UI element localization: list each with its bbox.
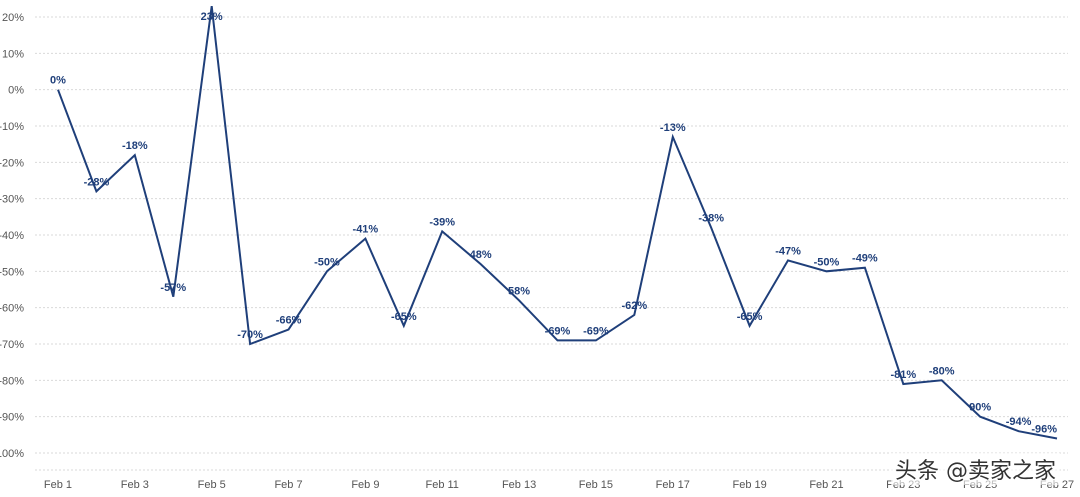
data-label: -66% bbox=[276, 314, 302, 326]
y-tick-label: 10% bbox=[2, 48, 24, 60]
data-label: 90% bbox=[969, 402, 991, 414]
x-tick-label: Feb 5 bbox=[198, 479, 226, 491]
data-label: -50% bbox=[814, 256, 840, 268]
x-tick-label: Feb 15 bbox=[579, 479, 613, 491]
data-label: -38% bbox=[698, 213, 724, 225]
data-label: -94% bbox=[1006, 416, 1032, 428]
y-tick-label: -10% bbox=[0, 121, 24, 133]
data-label: -70% bbox=[237, 329, 263, 341]
y-tick-label: -50% bbox=[0, 266, 24, 278]
x-tick-label: Feb 11 bbox=[426, 479, 459, 491]
y-tick-label: -20% bbox=[0, 157, 24, 169]
y-tick-label: -30% bbox=[0, 194, 24, 206]
data-label: -57% bbox=[160, 282, 186, 294]
x-tick-label: Feb 17 bbox=[656, 479, 690, 491]
y-axis-ticks: 20% 10% 0% -10% -20% -30% -40% -50% -60% -70% -80%… bbox=[0, 12, 24, 460]
data-label: -39% bbox=[429, 216, 455, 228]
data-label: -49% bbox=[852, 253, 878, 265]
data-label: -50% bbox=[314, 256, 340, 268]
data-label: 23% bbox=[201, 11, 223, 23]
data-label: -62% bbox=[622, 300, 648, 312]
y-tick-label: 0% bbox=[8, 85, 24, 97]
y-tick-label: -90% bbox=[0, 412, 24, 424]
data-label: 0% bbox=[50, 75, 66, 87]
data-label: -41% bbox=[353, 224, 379, 236]
y-tick-label: -40% bbox=[0, 230, 24, 242]
x-tick-label: Feb 3 bbox=[121, 479, 149, 491]
x-axis-ticks: Feb 1 Feb 3 Feb 5 Feb 7 Feb 9 Feb 11 Feb 13 Feb… bbox=[44, 479, 1074, 491]
data-label: -80% bbox=[929, 365, 955, 377]
y-tick-label: -60% bbox=[0, 303, 24, 315]
data-label: -13% bbox=[660, 122, 686, 134]
x-tick-label: Feb 1 bbox=[44, 479, 72, 491]
series-line bbox=[57, 5, 1058, 440]
watermark-text: 头条 @卖家之家 bbox=[891, 453, 1060, 485]
y-tick-label: -80% bbox=[0, 375, 24, 387]
x-tick-label: Feb 9 bbox=[351, 479, 379, 491]
y-tick-label: -100% bbox=[0, 448, 24, 460]
data-label: 58% bbox=[508, 285, 530, 297]
data-label: -28% bbox=[84, 176, 110, 188]
data-label: -65% bbox=[737, 311, 763, 323]
grid-lines bbox=[35, 16, 1068, 471]
y-tick-label: 20% bbox=[2, 12, 24, 24]
x-tick-label: Feb 19 bbox=[732, 479, 766, 491]
data-label: 48% bbox=[470, 249, 492, 261]
data-label: -69% bbox=[583, 325, 609, 337]
data-label: -18% bbox=[122, 140, 148, 152]
x-tick-label: Feb 21 bbox=[809, 479, 843, 491]
y-tick-label: -70% bbox=[0, 339, 24, 351]
data-labels: 0% -28% -18% -57% 23% -70% -66% -50% -41% -65% -39… bbox=[50, 11, 1057, 435]
x-tick-label: Feb 13 bbox=[502, 479, 536, 491]
x-tick-label: Feb 7 bbox=[274, 479, 302, 491]
data-label: -47% bbox=[775, 245, 801, 257]
data-label: -65% bbox=[391, 311, 417, 323]
data-label: -96% bbox=[1031, 423, 1057, 435]
data-label: -81% bbox=[890, 369, 916, 381]
data-label: -69% bbox=[545, 325, 571, 337]
